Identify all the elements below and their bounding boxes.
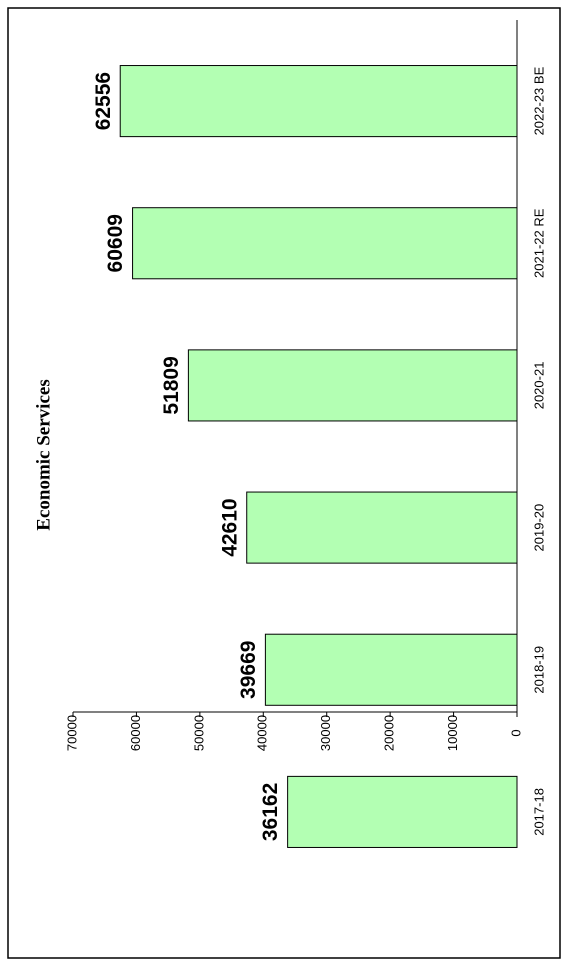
y-tick-label: 20000 [382, 715, 397, 751]
frame [7, 7, 561, 959]
data-label: 51809 [160, 356, 183, 414]
bar [119, 65, 518, 138]
data-label: 62556 [92, 72, 115, 130]
x-tick-label: 2017-18 [531, 788, 546, 836]
y-tick-label: 50000 [191, 715, 206, 751]
bar [132, 207, 518, 280]
y-tick-label: 60000 [128, 715, 143, 751]
data-label: 60609 [104, 214, 127, 272]
bar [246, 491, 518, 564]
x-tick-label: 2021-22 RE [531, 208, 546, 278]
data-label: 39669 [237, 641, 260, 699]
chart-title: Economic Services [33, 379, 54, 530]
x-tick-label: 2019-20 [531, 504, 546, 552]
bar [187, 349, 518, 422]
x-tick-label: 2022-23 BE [531, 66, 546, 135]
data-label: 36162 [259, 783, 282, 841]
y-tick-label: 70000 [64, 715, 79, 751]
x-tick-label: 2018-19 [531, 646, 546, 694]
y-tick-label: 30000 [318, 715, 333, 751]
y-tick-label: 40000 [255, 715, 270, 751]
y-tick-label: 0 [508, 729, 523, 736]
y-tick-label: 10000 [445, 715, 460, 751]
x-tick-label: 2020-21 [531, 362, 546, 410]
bar [287, 775, 518, 848]
data-label: 42610 [218, 498, 241, 556]
bar [264, 633, 518, 706]
